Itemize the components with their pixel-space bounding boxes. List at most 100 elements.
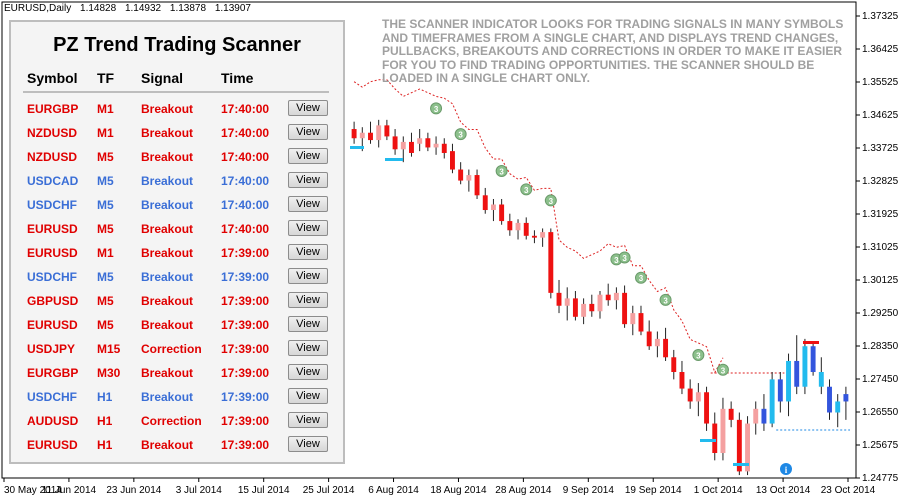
candle-body — [695, 392, 701, 402]
signal-marker — [454, 128, 467, 141]
scanner-row: EURUSD M5 Breakout 17:39:00 View — [11, 314, 343, 338]
candle-body — [490, 204, 496, 211]
candle-body — [712, 423, 718, 453]
signal-marker — [430, 102, 443, 115]
signal-cell: Breakout — [141, 126, 194, 140]
time-cell: 17:40:00 — [221, 222, 270, 236]
signal-cell: Breakout — [141, 222, 194, 236]
time-cell: 17:39:00 — [221, 246, 270, 260]
candle-body — [646, 331, 652, 347]
candle-body — [728, 408, 734, 420]
chart-header: EURUSD,Daily 1.14828 1.14932 1.13878 1.1… — [4, 3, 257, 14]
view-button[interactable]: View — [288, 388, 328, 404]
candle-body — [720, 408, 726, 453]
candle-body — [671, 357, 677, 373]
tf-cell: M5 — [97, 294, 114, 308]
signal-cell: Breakout — [141, 438, 194, 452]
candle-body — [548, 232, 554, 293]
candle-body — [384, 125, 390, 137]
view-button[interactable]: View — [288, 316, 328, 332]
candle-body — [654, 338, 660, 347]
signal-cell: Breakout — [141, 174, 194, 188]
candles — [351, 119, 849, 476]
view-button[interactable]: View — [288, 364, 328, 380]
signal-marker-label: 3 — [663, 296, 668, 305]
price-label: 1.26550 — [862, 407, 899, 418]
symbol-cell: USDCHF — [27, 390, 77, 404]
symbol-cell: EURGBP — [27, 102, 79, 116]
view-button[interactable]: View — [288, 340, 328, 356]
scanner-row: NZDUSD M1 Breakout 17:40:00 View — [11, 122, 343, 146]
price-label: 1.34625 — [862, 110, 899, 121]
view-button[interactable]: View — [288, 292, 328, 308]
signal-marker — [618, 251, 631, 264]
signal-cell: Correction — [141, 414, 202, 428]
signal-cell: Breakout — [141, 390, 194, 404]
candle-body — [818, 372, 824, 387]
signal-marker-label: 3 — [434, 105, 439, 114]
view-button[interactable]: View — [288, 244, 328, 260]
time-cell: 17:40:00 — [221, 102, 270, 116]
candle-body — [474, 175, 480, 196]
view-button[interactable]: View — [288, 148, 328, 164]
candle-body — [613, 292, 619, 301]
view-button[interactable]: View — [288, 436, 328, 452]
candle-body — [597, 294, 603, 312]
time-cell: 17:40:00 — [221, 126, 270, 140]
view-button[interactable]: View — [288, 268, 328, 284]
candle-body — [777, 379, 783, 402]
column-time: Time — [221, 70, 254, 86]
scanner-row: USDJPY M15 Correction 17:39:00 View — [11, 338, 343, 362]
signal-marker — [495, 164, 508, 177]
signal-marker-label: 3 — [549, 197, 554, 206]
price-label: 1.31025 — [862, 242, 899, 253]
candle-body — [392, 136, 398, 150]
scanner-row: EURGBP M30 Breakout 17:39:00 View — [11, 362, 343, 386]
price-label: 1.36425 — [862, 44, 899, 55]
scanner-row: USDCHF M5 Breakout 17:40:00 View — [11, 194, 343, 218]
symbol-cell: EURGBP — [27, 366, 79, 380]
time-cell: 17:39:00 — [221, 438, 270, 452]
signal-cell: Breakout — [141, 366, 194, 380]
time-cell: 17:40:00 — [221, 150, 270, 164]
candle-body — [376, 125, 382, 141]
time-cell: 17:39:00 — [221, 318, 270, 332]
symbol-cell: USDJPY — [27, 342, 76, 356]
signal-marker-label: 3 — [696, 352, 701, 361]
scanner-row: NZDUSD M5 Breakout 17:40:00 View — [11, 146, 343, 170]
stop-bar — [803, 341, 819, 344]
signal-cell: Breakout — [141, 150, 194, 164]
view-button[interactable]: View — [288, 124, 328, 140]
view-button[interactable]: View — [288, 172, 328, 188]
tf-cell: M30 — [97, 366, 121, 380]
signal-marker — [544, 194, 557, 207]
candle-body — [523, 222, 529, 236]
tf-cell: M5 — [97, 198, 114, 212]
tf-cell: H1 — [97, 414, 113, 428]
date-label: 11 Jun 2014 — [42, 485, 97, 496]
view-button[interactable]: View — [288, 220, 328, 236]
view-button[interactable]: View — [288, 100, 328, 116]
signal-cell: Breakout — [141, 198, 194, 212]
scanner-column-headers: Symbol TF Signal Time — [11, 70, 343, 93]
view-button[interactable]: View — [288, 412, 328, 428]
date-label: 18 Aug 2014 — [430, 485, 487, 496]
date-label: 23 Jun 2014 — [106, 485, 161, 496]
symbol-cell: USDCHF — [27, 198, 77, 212]
symbol-cell: EURUSD — [27, 438, 78, 452]
tf-cell: M5 — [97, 318, 114, 332]
candle-body — [810, 346, 816, 373]
symbol-cell: USDCHF — [27, 270, 77, 284]
symbol-cell: NZDUSD — [27, 126, 77, 140]
column-symbol: Symbol — [27, 70, 78, 86]
candle-body — [359, 132, 365, 139]
signal-marker-label: 3 — [458, 131, 463, 140]
candle-body — [761, 408, 767, 424]
candle-body — [441, 143, 447, 153]
view-button[interactable]: View — [288, 196, 328, 212]
signal-marker-label: 3 — [622, 254, 627, 263]
symbol-cell: NZDUSD — [27, 150, 77, 164]
scanner-row: AUDUSD H1 Correction 17:39:00 View — [11, 410, 343, 434]
signal-cell: Correction — [141, 342, 202, 356]
candle-body — [572, 298, 578, 317]
